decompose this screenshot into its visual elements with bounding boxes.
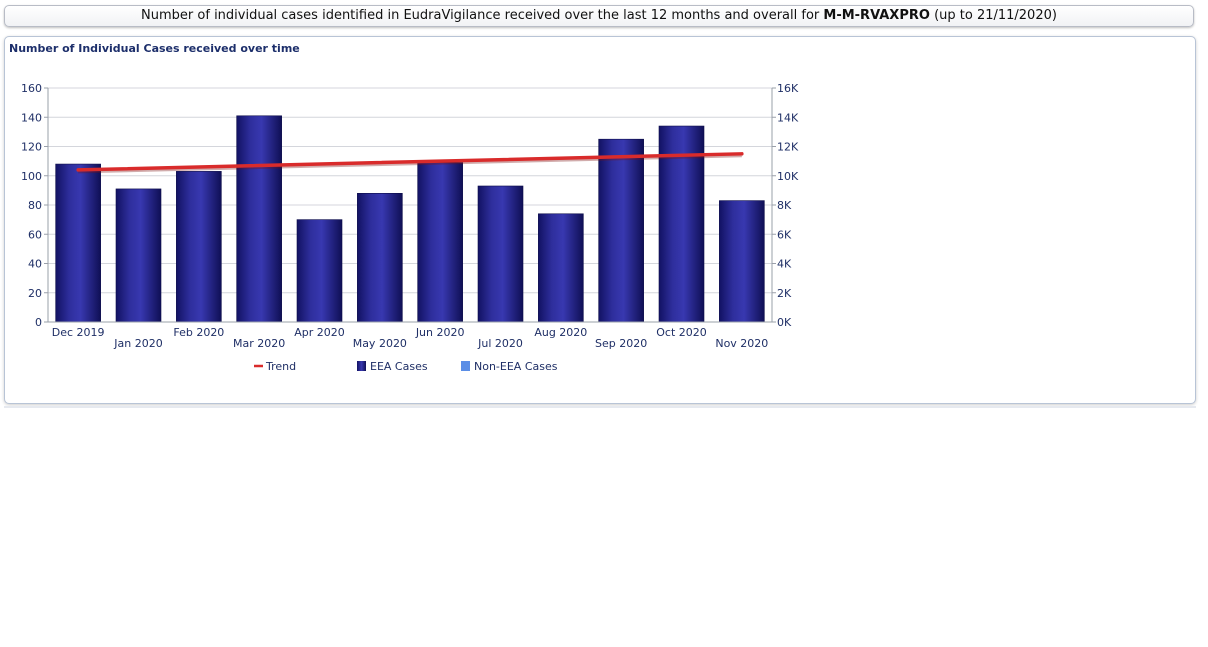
header-product: M-M-RVAXPRO — [823, 8, 930, 23]
x-tick-label: Nov 2020 — [715, 337, 768, 350]
bar-eea — [538, 213, 584, 323]
x-tick-label: Feb 2020 — [173, 326, 224, 339]
y-tick-label: 120 — [21, 141, 42, 154]
y2-tick-label: 8K — [777, 199, 792, 212]
panel-title: Number of Individual Cases received over… — [9, 42, 300, 55]
y2-tick-label: 6K — [777, 228, 792, 241]
y-tick-label: 100 — [21, 170, 42, 183]
legend-label-trend: Trend — [265, 360, 296, 373]
legend-swatch-eea — [357, 361, 366, 371]
bar-eea — [658, 125, 705, 323]
bars-layer — [55, 115, 765, 323]
grid-layer — [47, 87, 773, 323]
x-tick-label: Jun 2020 — [415, 326, 465, 339]
y-tick-label: 40 — [28, 258, 42, 271]
axis-layer: 0 0K 20 2K 40 4K 60 6K 80 8K 100 10K 120 12K 140 14K 160… — [21, 82, 799, 350]
x-tick-label: Jul 2020 — [477, 337, 523, 350]
x-tick-label: Jan 2020 — [113, 337, 162, 350]
bar-eea — [296, 219, 343, 323]
bar-eea — [598, 138, 644, 323]
y-tick-label: 140 — [21, 111, 42, 124]
bar-eea — [477, 185, 524, 323]
y2-tick-label: 2K — [777, 287, 792, 300]
chart-panel: Number of Individual Cases received over… — [4, 36, 1196, 404]
y-tick-label: 20 — [28, 287, 42, 300]
y-tick-label: 60 — [28, 228, 42, 241]
x-tick-label: May 2020 — [353, 337, 407, 350]
x-tick-label: Sep 2020 — [595, 337, 647, 350]
y2-tick-label: 4K — [777, 258, 792, 271]
x-tick-label: Aug 2020 — [534, 326, 587, 339]
legend-swatch-non-eea — [461, 361, 470, 371]
y2-tick-label: 12K — [777, 141, 799, 154]
header-suffix: (up to 21/11/2020) — [934, 8, 1057, 23]
bar-eea — [719, 200, 765, 323]
bar-eea — [176, 171, 222, 323]
trend-layer — [76, 152, 744, 174]
report-header: Number of individual cases identified in… — [4, 5, 1194, 27]
y2-tick-label: 0K — [777, 316, 792, 329]
legend-label-non-eea: Non-EEA Cases — [474, 360, 558, 373]
y2-tick-label: 14K — [777, 111, 799, 124]
x-tick-label: Oct 2020 — [656, 326, 707, 339]
x-tick-label: Dec 2019 — [52, 326, 105, 339]
y-tick-label: 0 — [35, 316, 42, 329]
header-prefix: Number of individual cases identified in… — [141, 8, 820, 23]
bar-eea — [417, 162, 463, 323]
section-divider — [4, 406, 1196, 408]
x-tick-label: Apr 2020 — [294, 326, 345, 339]
y2-tick-label: 10K — [777, 170, 799, 183]
legend-layer: Trend EEA Cases Non-EEA Cases — [254, 360, 558, 373]
bar-eea — [55, 163, 101, 323]
y-tick-label: 160 — [21, 82, 42, 95]
legend-label-eea: EEA Cases — [370, 360, 428, 373]
y-tick-label: 80 — [28, 199, 42, 212]
bar-eea — [357, 193, 403, 323]
trend-line — [76, 152, 744, 172]
cases-bar-chart: 0 0K 20 2K 40 4K 60 6K 80 8K 100 10K 120 12K 140 14K 160… — [21, 82, 799, 373]
x-tick-label: Mar 2020 — [233, 337, 285, 350]
bar-eea — [236, 115, 282, 323]
bar-eea — [115, 188, 162, 323]
y2-tick-label: 16K — [777, 82, 799, 95]
